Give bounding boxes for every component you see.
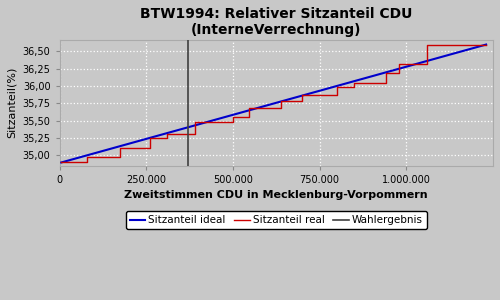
X-axis label: Zweitstimmen CDU in Mecklenburg-Vorpommern: Zweitstimmen CDU in Mecklenburg-Vorpomme… — [124, 190, 428, 200]
Sitzanteil real — [396, 71, 402, 75]
Sitzanteil real — [352, 85, 358, 88]
Sitzanteil real — [117, 146, 123, 150]
Y-axis label: Sitzanteil(%): Sitzanteil(%) — [7, 67, 17, 138]
Sitzanteil real — [146, 146, 152, 150]
Sitzanteil real — [424, 62, 430, 66]
Sitzanteil real — [117, 155, 123, 159]
Sitzanteil real — [424, 43, 430, 46]
Sitzanteil real — [230, 116, 236, 119]
Sitzanteil real — [146, 136, 152, 140]
Sitzanteil real — [334, 85, 340, 88]
Sitzanteil real — [230, 120, 236, 124]
Sitzanteil real — [300, 93, 306, 97]
Sitzanteil real — [58, 161, 64, 164]
Sitzanteil real — [396, 62, 402, 66]
Sitzanteil real — [382, 81, 388, 84]
Sitzanteil real — [278, 106, 284, 110]
Sitzanteil real — [192, 133, 198, 136]
Sitzanteil real — [84, 155, 90, 159]
Sitzanteil real — [483, 43, 489, 46]
Sitzanteil real — [300, 100, 306, 103]
Sitzanteil real — [164, 133, 170, 136]
Sitzanteil real — [164, 136, 170, 140]
Sitzanteil real — [192, 120, 198, 124]
Sitzanteil real — [278, 100, 284, 103]
Sitzanteil real — [352, 81, 358, 84]
Sitzanteil real — [84, 161, 90, 164]
Sitzanteil real — [382, 71, 388, 75]
Title: BTW1994: Relativer Sitzanteil CDU
(InterneVerrechnung): BTW1994: Relativer Sitzanteil CDU (Inter… — [140, 7, 412, 37]
Sitzanteil real — [246, 106, 252, 110]
Legend: Sitzanteil ideal, Sitzanteil real, Wahlergebnis: Sitzanteil ideal, Sitzanteil real, Wahle… — [126, 211, 427, 230]
Line: Sitzanteil real: Sitzanteil real — [62, 44, 486, 163]
Sitzanteil real — [246, 116, 252, 119]
Sitzanteil real — [334, 93, 340, 97]
